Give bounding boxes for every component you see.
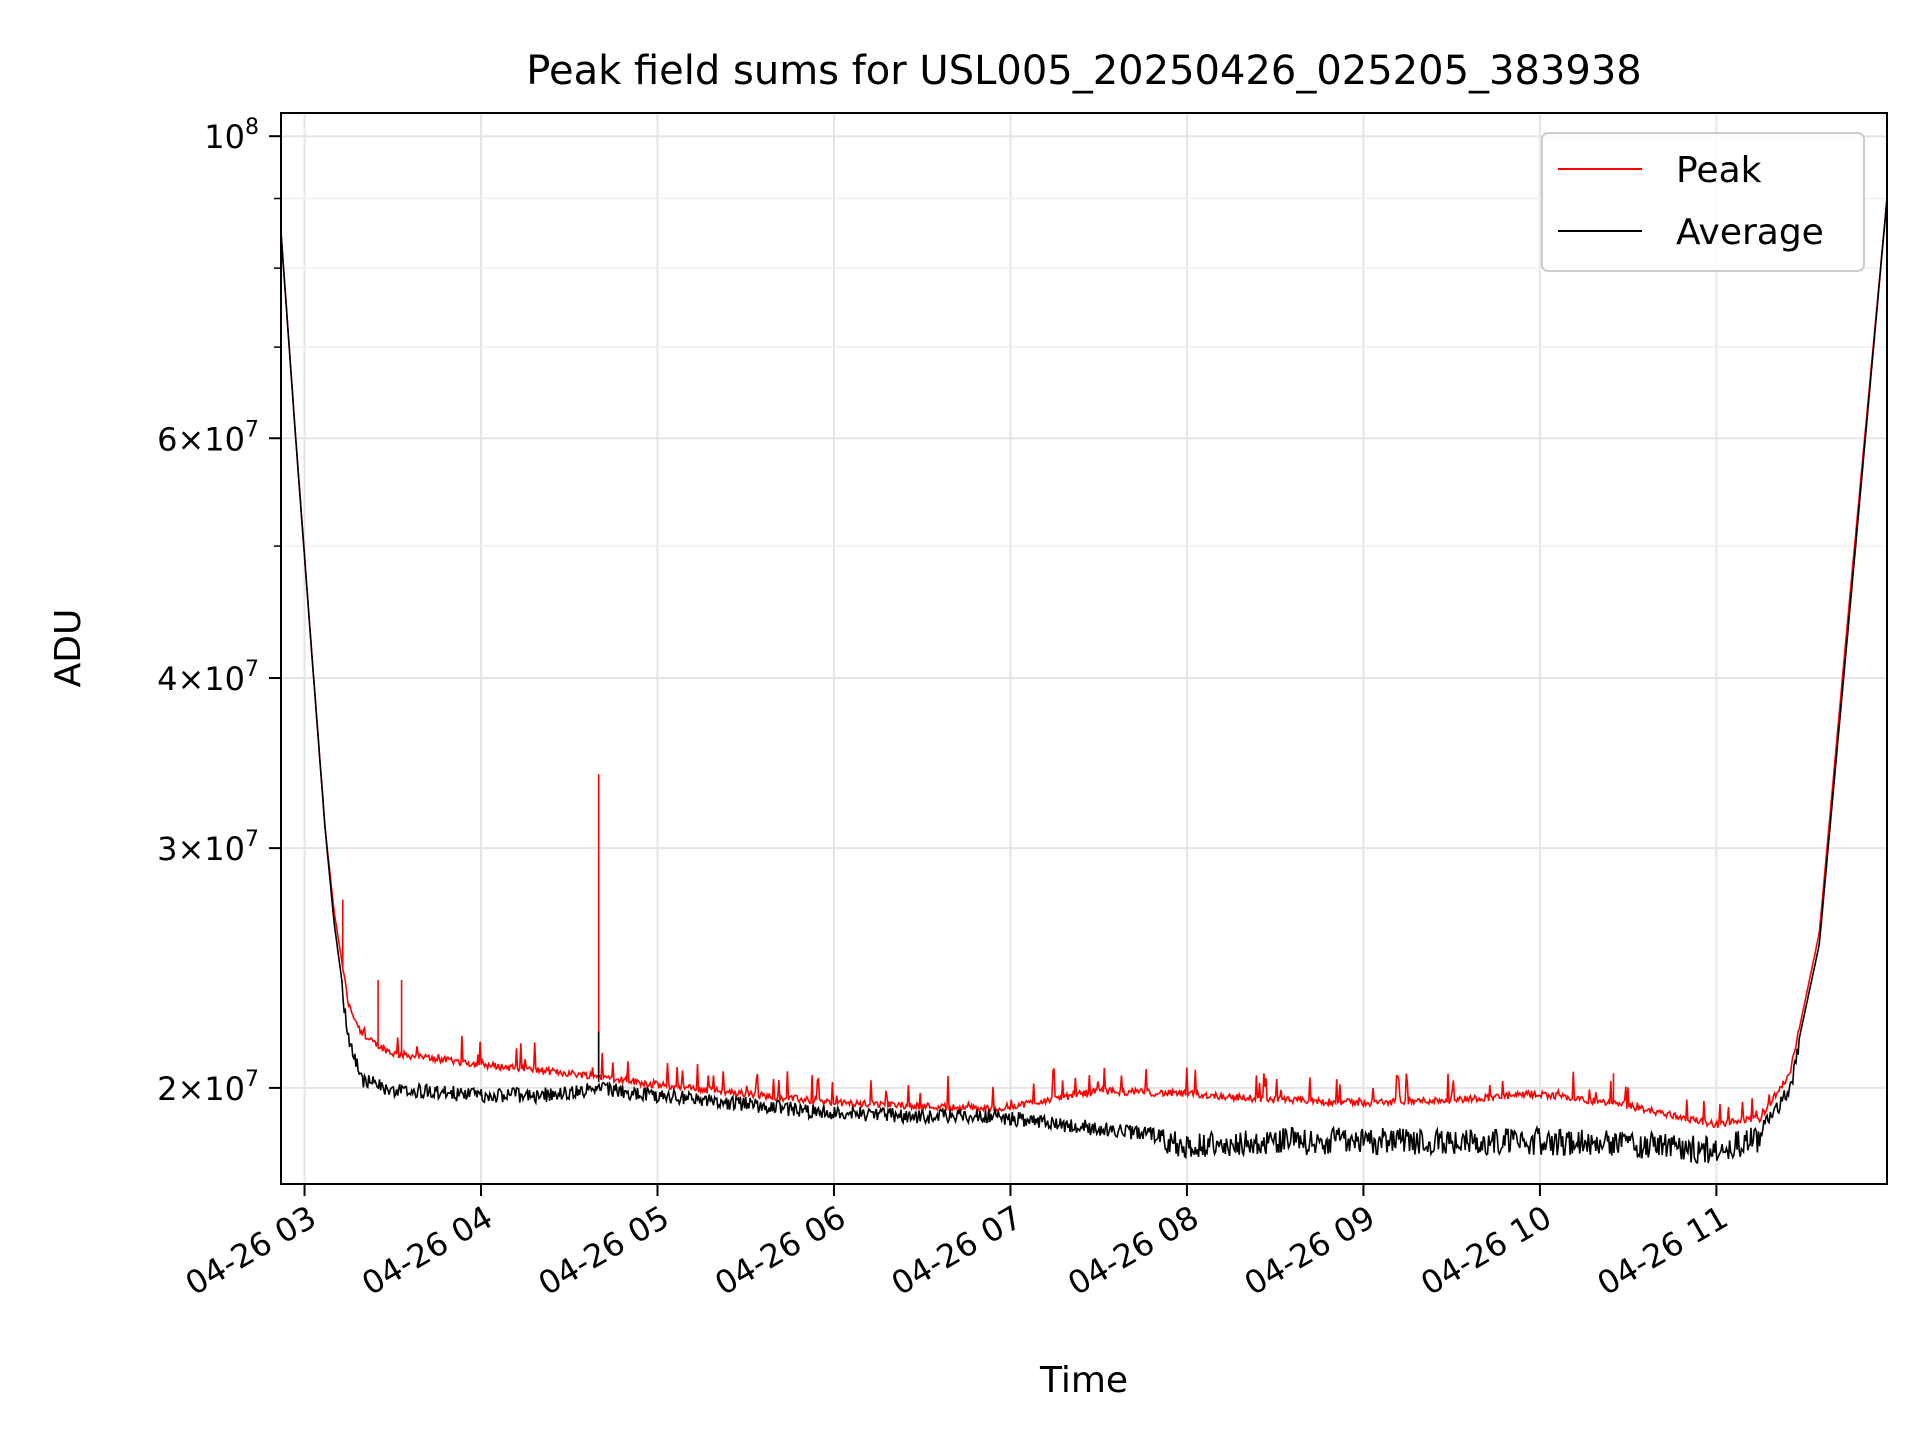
peak-series-line [281, 198, 1887, 1129]
x-tick-label: 04-26 06 [708, 1198, 852, 1303]
x-tick-label: 04-26 08 [1061, 1198, 1205, 1303]
average-series-line [281, 198, 1887, 1164]
x-tick-label: 04-26 11 [1591, 1198, 1735, 1303]
y-axis-label: ADU [48, 609, 89, 688]
chart-title: Peak field sums for USL005_20250426_0252… [526, 48, 1641, 94]
legend: Peak Average [1541, 132, 1865, 272]
y-tick-label: 4×107 [157, 657, 259, 698]
legend-peak-label: Peak [1676, 150, 1762, 191]
peak-series-spikes [341, 774, 1615, 1104]
x-axis-label: Time [1039, 1360, 1128, 1401]
y-axis: 2×107 3×107 4×107 6×107 108 [157, 115, 281, 1108]
y-tick-label: 3×107 [157, 827, 259, 868]
legend-box [1541, 132, 1865, 272]
x-tick-label: 04-26 05 [532, 1198, 676, 1303]
x-tick-label: 04-26 04 [355, 1198, 499, 1303]
grid [281, 113, 1887, 1184]
y-tick-label: 6×107 [157, 417, 259, 458]
x-tick-label: 04-26 10 [1414, 1198, 1558, 1303]
x-tick-label: 04-26 03 [179, 1198, 323, 1303]
legend-average-label: Average [1676, 212, 1824, 253]
y-tick-label: 2×107 [157, 1067, 259, 1108]
x-tick-label: 04-26 09 [1238, 1198, 1382, 1303]
x-tick-label: 04-26 07 [885, 1198, 1029, 1303]
x-axis: 04-26 03 04-26 04 04-26 05 04-26 06 04-26 07… [179, 1184, 1734, 1303]
y-tick-label: 108 [204, 115, 259, 156]
plot-frame [280, 112, 1888, 1185]
